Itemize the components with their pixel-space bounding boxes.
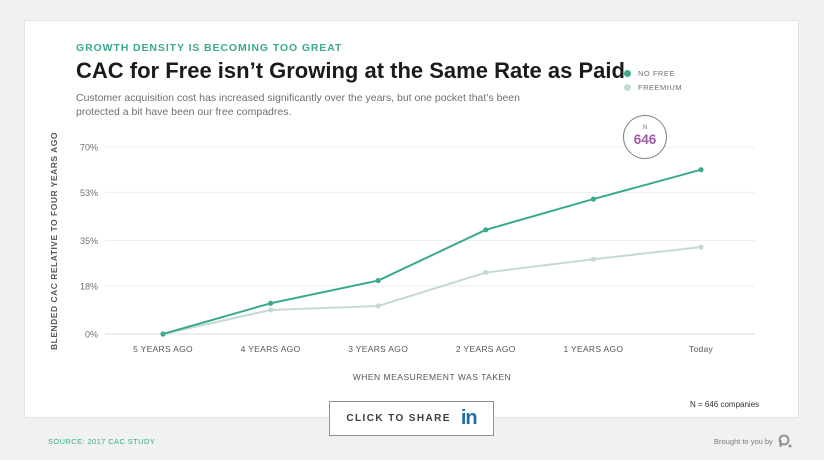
data-point-no-free — [698, 167, 704, 173]
data-point-no-free — [483, 227, 489, 233]
click-to-share-button[interactable]: CLICK TO SHARE in — [329, 401, 494, 436]
y-tick-label: 35% — [80, 236, 98, 246]
y-tick-label: 0% — [85, 330, 98, 340]
y-axis-title: BLENDED CAC RELATIVE TO FOUR YEARS AGO — [49, 132, 59, 350]
profitwell-logo-icon — [778, 434, 792, 448]
x-axis-title: WHEN MEASUREMENT WAS TAKEN — [353, 372, 512, 382]
data-point-no-free — [268, 300, 274, 306]
legend-swatch-freemium — [624, 83, 631, 91]
data-point-no-free — [590, 196, 597, 202]
chart-kicker: GROWTH DENSITY IS BECOMING TOO GREAT — [76, 42, 343, 54]
series-line-freemium — [162, 246, 702, 335]
sample-size-badge: N 646 — [623, 115, 667, 159]
source-note: SOURCE: 2017 CAC STUDY — [48, 437, 156, 446]
sample-size-value: 646 — [633, 132, 657, 147]
series-line-no-free — [162, 168, 702, 335]
legend-label-no-free: NO FREE — [638, 68, 675, 78]
x-tick-label: 1 YEARS AGO — [563, 344, 623, 354]
brought-to-you-by[interactable]: Brought to you by — [714, 434, 792, 448]
data-point-no-free — [375, 277, 381, 284]
data-point-freemium — [483, 269, 489, 276]
legend-swatch-no-free — [624, 69, 631, 77]
y-tick-label: 53% — [80, 188, 98, 198]
x-tick-label: Today — [689, 344, 714, 354]
x-tick-label: 4 YEARS AGO — [241, 344, 301, 354]
y-tick-label: 18% — [80, 281, 98, 291]
legend-item-freemium: FREEMIUM — [624, 80, 682, 94]
x-tick-label: 5 YEARS AGO — [133, 344, 193, 354]
y-tick-label: 70% — [80, 143, 98, 153]
chart-title: CAC for Free isn’t Growing at the Same R… — [76, 58, 625, 83]
chart-legend: NO FREE FREEMIUM — [624, 66, 682, 94]
brought-to-you-label: Brought to you by — [714, 436, 773, 446]
chart-subtitle: Customer acquisition cost has increased … — [76, 92, 520, 118]
linkedin-icon: in — [460, 407, 478, 429]
sample-size-note: N = 646 companies — [690, 400, 760, 409]
data-point-freemium — [698, 244, 704, 250]
x-tick-label: 2 YEARS AGO — [456, 344, 516, 354]
legend-item-no-free: NO FREE — [624, 66, 682, 80]
data-point-freemium — [375, 303, 381, 309]
data-point-no-free — [160, 331, 166, 337]
legend-label-freemium: FREEMIUM — [638, 82, 682, 92]
chart-card — [24, 20, 799, 418]
x-tick-label: 3 YEARS AGO — [348, 344, 408, 354]
sample-size-label: N — [642, 125, 648, 131]
data-point-freemium — [268, 307, 274, 313]
data-point-freemium — [590, 256, 597, 262]
share-button-label: CLICK TO SHARE — [346, 413, 451, 424]
